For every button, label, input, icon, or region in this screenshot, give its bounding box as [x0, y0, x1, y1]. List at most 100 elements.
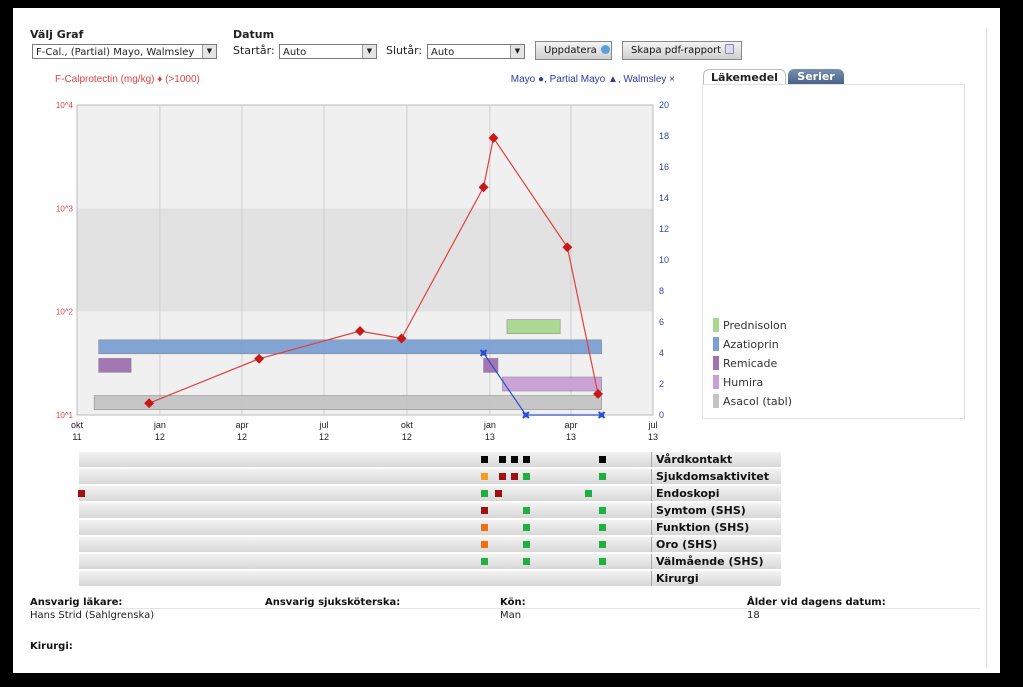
history-marker[interactable] [598, 456, 606, 463]
history-marker[interactable] [522, 558, 530, 565]
pdf-report-label: Skapa pdf-rapport [631, 45, 722, 56]
history-marker[interactable] [598, 507, 606, 514]
history-row[interactable]: Välmående (SHS) [79, 554, 781, 570]
start-year-select[interactable]: Auto ▼ [279, 44, 377, 59]
row-separator [651, 486, 652, 501]
end-year-value: Auto [431, 47, 455, 58]
scrollbar-track[interactable] [986, 28, 987, 668]
medication-bar [502, 376, 602, 392]
x-tick-label: jul [647, 420, 657, 430]
row-separator [651, 537, 652, 552]
data-point [593, 388, 603, 399]
history-marker[interactable] [499, 473, 507, 480]
surgery-label: Kirurgi: [30, 641, 73, 652]
x-tick-label: jan [483, 420, 496, 430]
row-separator [651, 452, 652, 467]
history-marker[interactable] [511, 456, 519, 463]
doctor-label: Ansvarig läkare: [30, 597, 123, 608]
history-row-label: Välmående (SHS) [656, 555, 764, 568]
age-label: Ålder vid dagens datum: [747, 597, 886, 608]
data-point [523, 412, 529, 418]
history-marker[interactable] [598, 541, 606, 548]
history-marker[interactable] [480, 456, 488, 463]
divider [30, 608, 980, 609]
chevron-down-icon[interactable]: ▼ [510, 45, 524, 58]
y-right-tick-label: 12 [659, 224, 669, 234]
history-row-label: Endoskopi [656, 487, 720, 500]
medication-bar [506, 319, 561, 334]
plot-band [77, 105, 653, 209]
history-marker[interactable] [598, 524, 606, 531]
y-right-tick-label: 14 [659, 193, 669, 203]
history-row[interactable]: Kirurgi [79, 571, 781, 587]
row-separator [651, 503, 652, 518]
history-marker[interactable] [77, 490, 85, 497]
history-marker[interactable] [480, 541, 488, 548]
history-marker[interactable] [598, 473, 606, 480]
x-tick-label: 12 [155, 432, 165, 442]
end-label: Slutår: [386, 44, 423, 57]
chevron-down-icon[interactable]: ▼ [202, 45, 216, 58]
history-marker[interactable] [522, 473, 530, 480]
data-point [599, 412, 605, 418]
history-marker[interactable] [522, 541, 530, 548]
history-marker[interactable] [511, 473, 519, 480]
start-year-value: Auto [283, 47, 307, 58]
history-row[interactable]: Sjukdomsaktivitet [79, 469, 781, 485]
age-value: 18 [747, 610, 760, 621]
document-icon [725, 44, 735, 54]
pdf-report-button[interactable]: Skapa pdf-rapport [622, 41, 742, 60]
history-marker[interactable] [585, 490, 593, 497]
history-marker[interactable] [494, 490, 502, 497]
history-marker[interactable] [480, 490, 488, 497]
end-year-select[interactable]: Auto ▼ [427, 44, 525, 59]
legend-label: Asacol (tabl) [723, 395, 793, 408]
graph-select[interactable]: F-Cal., (Partial) Mayo, Walmsley ▼ [32, 44, 217, 59]
history-marker[interactable] [480, 524, 488, 531]
history-marker[interactable] [598, 558, 606, 565]
tab-serier[interactable]: Serier [788, 69, 844, 84]
legend-label: Azatioprin [723, 338, 779, 351]
x-tick-label: apr [564, 420, 577, 430]
history-row-label: Oro (SHS) [656, 538, 718, 551]
history-marker[interactable] [522, 507, 530, 514]
data-point [478, 182, 489, 193]
medication-legend-panel: Prednisolon Azatioprin Remicade Humira Asaco… [702, 84, 965, 419]
refresh-icon [600, 45, 610, 54]
x-tick-label: 12 [237, 432, 247, 442]
y-right-tick-label: 8 [659, 286, 664, 296]
tab-lakemedel[interactable]: Läkemedel [703, 69, 786, 84]
y-right-tick-label: 16 [659, 162, 669, 172]
y-left-tick-label: 10^1 [56, 411, 74, 420]
history-marker[interactable] [522, 456, 530, 463]
history-marker[interactable] [522, 524, 530, 531]
history-row[interactable]: Oro (SHS) [79, 537, 781, 553]
history-row[interactable]: Symtom (SHS) [79, 503, 781, 519]
app-window: Välj Graf F-Cal., (Partial) Mayo, Walmsl… [13, 8, 1000, 673]
history-row-label: Sjukdomsaktivitet [656, 470, 769, 483]
history-marker[interactable] [480, 507, 488, 514]
x-tick-label: 12 [402, 432, 412, 442]
date-label: Datum [233, 28, 275, 41]
y-right-tick-label: 20 [659, 100, 669, 110]
data-point [144, 398, 155, 409]
history-marker[interactable] [480, 558, 488, 565]
x-tick-label: 12 [319, 432, 329, 442]
y-right-tick-label: 4 [659, 348, 664, 358]
history-row[interactable]: Funktion (SHS) [79, 520, 781, 536]
y-right-tick-label: 0 [659, 410, 664, 420]
update-button[interactable]: Uppdatera [535, 41, 612, 60]
plot-band [77, 208, 653, 312]
history-row[interactable]: Endoskopi [77, 486, 781, 502]
y-right-tick-label: 6 [659, 317, 664, 327]
legend-swatch [713, 356, 719, 370]
history-row[interactable]: Vårdkontakt [79, 452, 781, 468]
graph-label: Välj Graf [30, 28, 84, 41]
y-left-tick-label: 10^3 [56, 204, 74, 213]
chevron-down-icon[interactable]: ▼ [362, 45, 376, 58]
x-tick-label: 13 [566, 432, 576, 442]
history-marker[interactable] [499, 456, 507, 463]
history-marker[interactable] [480, 473, 488, 480]
x-tick-label: 13 [485, 432, 495, 442]
sex-value: Man [500, 610, 522, 621]
